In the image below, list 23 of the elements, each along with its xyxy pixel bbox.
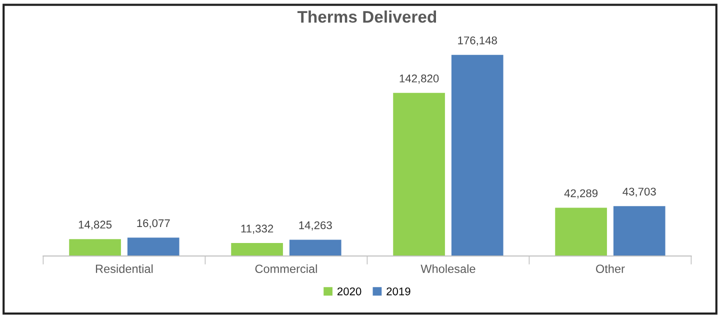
data-label: 14,825 bbox=[78, 220, 112, 230]
x-tick-label: Commercial bbox=[255, 264, 317, 274]
legend-label: 2020 bbox=[337, 287, 362, 296]
data-label: 142,820 bbox=[400, 74, 439, 84]
bar bbox=[289, 240, 342, 256]
bar bbox=[555, 208, 607, 256]
data-label: 11,332 bbox=[241, 224, 274, 234]
bar bbox=[231, 243, 283, 256]
bar bbox=[451, 54, 504, 256]
x-tick-label: Other bbox=[596, 264, 625, 274]
data-label: 16,077 bbox=[137, 219, 170, 228]
bar bbox=[613, 206, 666, 256]
x-tick-label: Residential bbox=[96, 264, 153, 274]
bar bbox=[69, 239, 121, 256]
bar bbox=[393, 92, 445, 256]
chart-title: Therms Delivered bbox=[297, 10, 436, 23]
x-tick-label: Wholesale bbox=[420, 264, 476, 274]
data-label: 176,148 bbox=[458, 36, 497, 46]
bar bbox=[127, 238, 180, 256]
data-label: 14,263 bbox=[299, 221, 332, 230]
data-label: 43,703 bbox=[622, 188, 656, 197]
legend-label: 2019 bbox=[386, 287, 410, 296]
data-label: 42,289 bbox=[564, 189, 598, 198]
